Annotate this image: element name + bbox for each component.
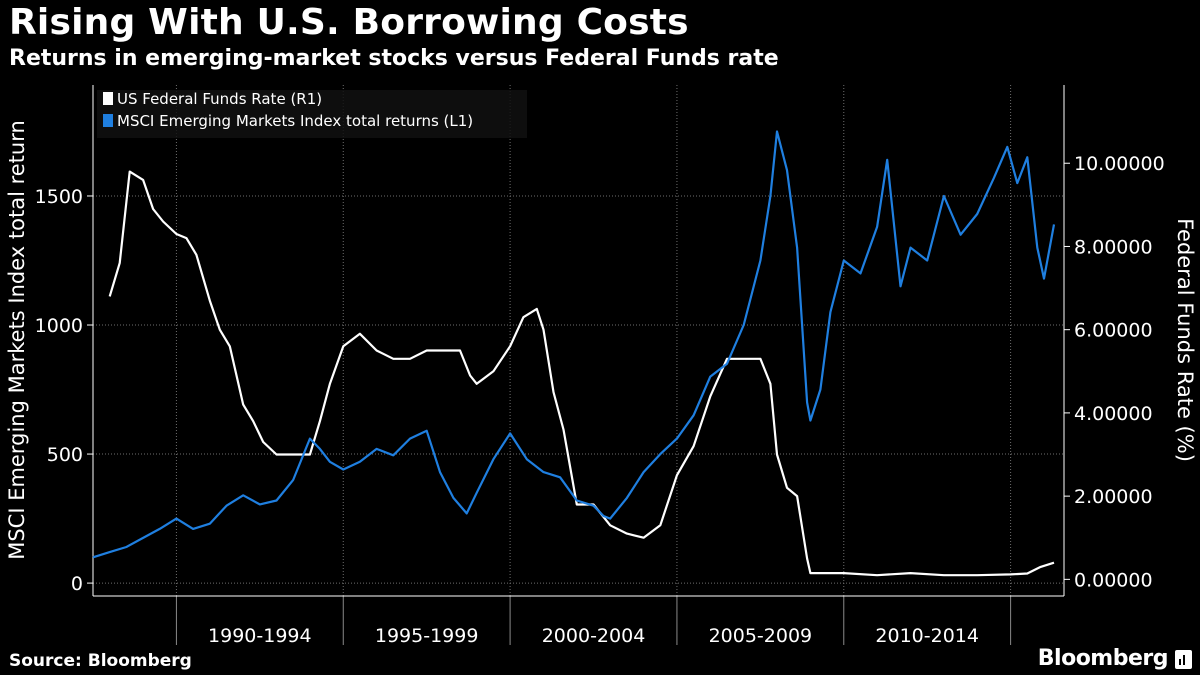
axes: 0 500 1000 1500 1990-1994 1995-1999 2000-2004 2… — [35, 85, 1165, 647]
right-tick-label: 4.00000 — [1074, 403, 1153, 425]
right-tick-label: 8.00000 — [1074, 236, 1153, 258]
grid-lines — [93, 85, 1064, 596]
x-tick-label: 2010-2014 — [875, 625, 979, 647]
left-tick-label: 500 — [47, 444, 83, 466]
right-tick-label: 10.00000 — [1074, 153, 1165, 175]
legend-swatch — [103, 92, 113, 105]
left-tick-label: 0 — [71, 573, 83, 595]
x-tick-label: 2000-2004 — [542, 625, 646, 647]
right-axis-label: Federal Funds Rate (%) — [1173, 218, 1197, 462]
right-tick-label: 2.00000 — [1074, 486, 1153, 508]
chart-subtitle: Returns in emerging-market stocks versus… — [9, 46, 779, 71]
series-group — [92, 130, 1056, 577]
left-axis-label: MSCI Emerging Markets Index total return — [5, 120, 29, 560]
legend: US Federal Funds Rate (R1) MSCI Emerging … — [97, 90, 527, 138]
left-tick-label: 1500 — [35, 186, 83, 208]
chart-title: Rising With U.S. Borrowing Costs — [9, 2, 689, 43]
legend-box — [97, 90, 527, 138]
msci-em-returns-line — [92, 130, 1056, 559]
fed-funds-rate-line — [108, 170, 1055, 577]
right-tick-label: 6.00000 — [1074, 320, 1153, 342]
source-note: Source: Bloomberg — [9, 651, 192, 671]
x-tick-label: 1990-1994 — [208, 625, 312, 647]
x-tick-label: 1995-1999 — [375, 625, 479, 647]
legend-swatch — [103, 114, 113, 127]
legend-label: MSCI Emerging Markets Index total return… — [117, 112, 473, 130]
legend-label: US Federal Funds Rate (R1) — [117, 90, 322, 108]
right-tick-label: 0.00000 — [1074, 569, 1153, 591]
x-tick-label: 2005-2009 — [709, 625, 813, 647]
bloomberg-chart-icon — [1175, 650, 1192, 669]
bloomberg-logo: Bloomberg — [1037, 646, 1169, 671]
left-tick-label: 1000 — [35, 315, 83, 337]
